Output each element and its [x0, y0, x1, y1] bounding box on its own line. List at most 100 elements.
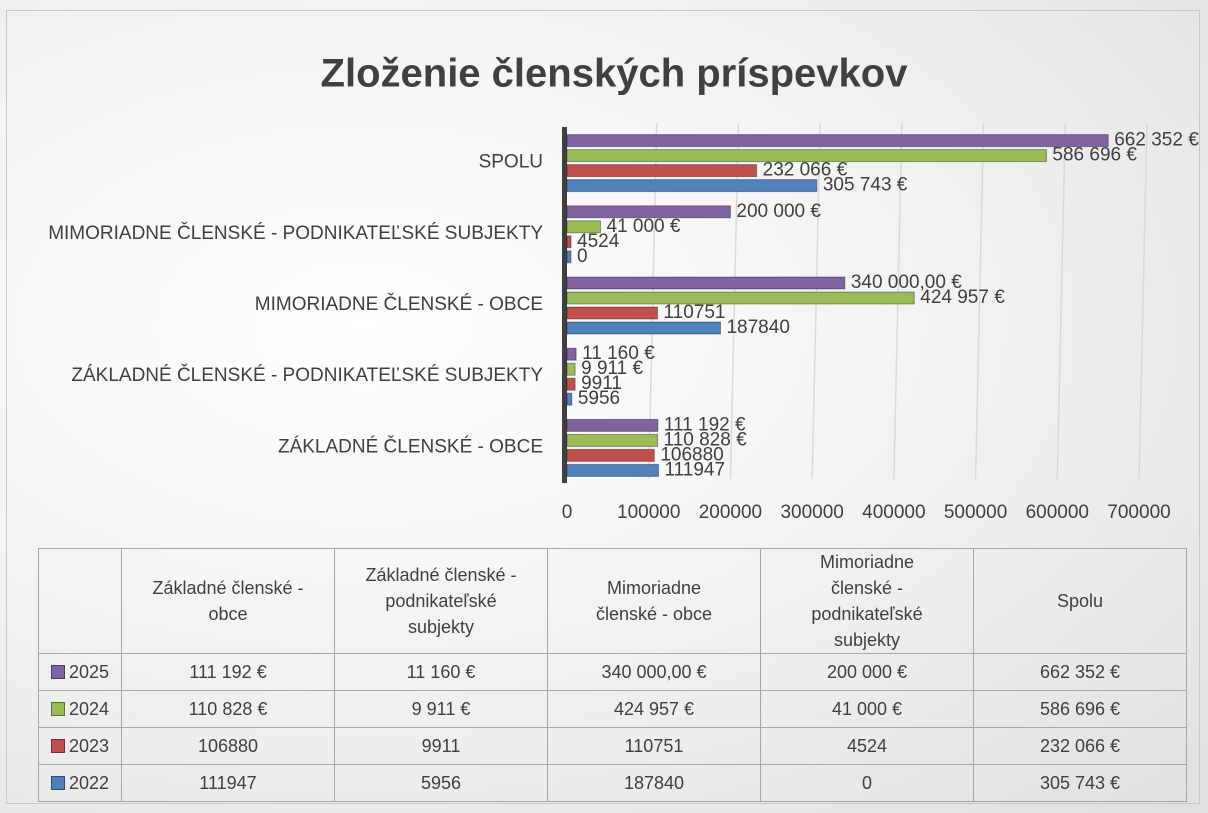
value-label: 662 352 €	[1114, 130, 1199, 151]
header-text: Spolu	[1056, 591, 1104, 611]
bar	[566, 220, 602, 234]
bar	[566, 179, 818, 193]
bar	[566, 347, 577, 361]
category-label: Základné členské - podnikateľské subjekt…	[71, 364, 543, 386]
table-cell: 111947	[121, 764, 335, 802]
table-cell: 0	[760, 764, 974, 802]
bar	[566, 134, 1109, 148]
value-label: 232 066 €	[763, 160, 848, 181]
category-label: Spolu	[479, 152, 543, 173]
table-cell: 11 160 €	[334, 653, 548, 691]
x-tick-label: 600000	[1026, 502, 1089, 523]
table-cell: 187840	[547, 764, 761, 802]
value-label: 305 743 €	[823, 175, 908, 196]
table-cell: 110 828 €	[121, 690, 335, 728]
legend-key	[50, 738, 65, 753]
category-label: Mimoriadne členské - obce	[255, 293, 543, 315]
bar	[566, 463, 659, 477]
legend-key	[50, 664, 65, 679]
table-header-cell: Základné členské - obce	[121, 548, 335, 654]
bar	[566, 291, 915, 305]
table-header-cell: Mimoriadne členské - podnikateľské subje…	[760, 548, 974, 654]
bar	[566, 321, 721, 335]
value-label: 4524	[577, 231, 620, 252]
value-label: 187840	[726, 317, 789, 338]
legend-label: 2025	[68, 661, 110, 682]
legend-cell: 2025	[38, 653, 122, 691]
value-label: 586 696 €	[1052, 145, 1137, 166]
value-label: 200 000 €	[736, 201, 821, 222]
legend-label: 2023	[68, 735, 110, 756]
table-cell: 106880	[121, 727, 335, 765]
table-row: 2023 106880 9911 110751 4524 232 066 €	[38, 727, 1187, 765]
value-label: 5956	[578, 388, 620, 409]
table-cell: 5956	[334, 764, 548, 802]
bar	[566, 362, 576, 376]
x-tick-label: 500000	[944, 502, 1007, 523]
table-row: 2024 110 828 €9 911 €424 957 €41 000 €586…	[38, 690, 1187, 728]
bar	[566, 250, 572, 264]
table-row: 2022 111947 5956 187840 0 305 743 €	[38, 764, 1187, 802]
legend-label: 2022	[68, 772, 110, 793]
table-cell: 232 066 €	[973, 727, 1187, 765]
table-header-cell: Základné členské - podnikateľské subjekt…	[334, 548, 548, 654]
value-label: 110 828 €	[664, 429, 748, 450]
chart-title: Zloženie členských príspevkov	[321, 52, 909, 96]
x-tick-label: 0	[562, 502, 573, 523]
table-header-row: Základné členské - obce Základné členské …	[38, 548, 1187, 654]
data-table: Základné členské - obce Základné členské …	[38, 548, 1187, 802]
table-cell: 110751	[547, 727, 761, 765]
table-row: 2025 111 192 €11 160 €340 000,00 €200 000…	[38, 653, 1187, 691]
legend-label: 2024	[68, 698, 110, 719]
bar	[566, 418, 659, 432]
y-axis	[562, 127, 567, 483]
table-cell: 305 743 €	[973, 764, 1187, 802]
x-tick-label: 400000	[862, 502, 925, 523]
bar	[566, 433, 659, 447]
grid-line	[974, 122, 985, 480]
category-label: Základné členské - obce	[278, 435, 543, 457]
x-tick-label: 200000	[699, 502, 762, 523]
table-cell: 9 911 €	[334, 690, 548, 728]
legend-key	[50, 775, 65, 790]
table-cell: 424 957 €	[547, 690, 761, 728]
bar	[566, 448, 655, 462]
header-text: Základné členské - obce	[152, 578, 304, 624]
legend-cell: 2023	[38, 727, 122, 765]
legend-key	[50, 701, 65, 716]
x-tick-label: 700000	[1107, 502, 1170, 523]
bar	[566, 377, 576, 391]
bar	[566, 164, 758, 178]
table-corner	[38, 548, 122, 654]
value-label: 9 911 €	[581, 358, 643, 379]
bar	[566, 392, 573, 406]
value-label: 111947	[664, 459, 725, 480]
header-text: Základné členské - podnikateľské subjekt…	[365, 565, 517, 637]
grid-line	[1056, 122, 1067, 480]
value-label: 424 957 €	[920, 287, 1005, 308]
bar	[566, 235, 572, 249]
value-label: 11 160 €	[582, 343, 655, 364]
header-text: Mimoriadne členské - podnikateľské subje…	[811, 552, 923, 650]
table-cell: 41 000 €	[760, 690, 974, 728]
category-label: Mimoriadne členské - podnikateľské subje…	[48, 222, 543, 244]
value-label: 110751	[663, 302, 725, 323]
table-cell: 9911	[334, 727, 548, 765]
table-header-cell: Mimoriadne členské - obce	[547, 548, 761, 654]
value-label: 111 192 €	[664, 414, 746, 435]
bar	[566, 205, 731, 219]
bar	[566, 149, 1047, 163]
legend-cell: 2024	[38, 690, 122, 728]
header-text: Mimoriadne členské - obce	[595, 578, 713, 624]
table-cell: 586 696 €	[973, 690, 1187, 728]
table-cell: 200 000 €	[760, 653, 974, 691]
legend-cell: 2022	[38, 764, 122, 802]
value-label: 9911	[581, 373, 622, 394]
bar	[566, 306, 658, 320]
value-label: 0	[577, 246, 588, 267]
value-label: 41 000 €	[607, 216, 681, 237]
grid-line	[1138, 122, 1148, 480]
x-tick-label: 100000	[617, 502, 680, 523]
